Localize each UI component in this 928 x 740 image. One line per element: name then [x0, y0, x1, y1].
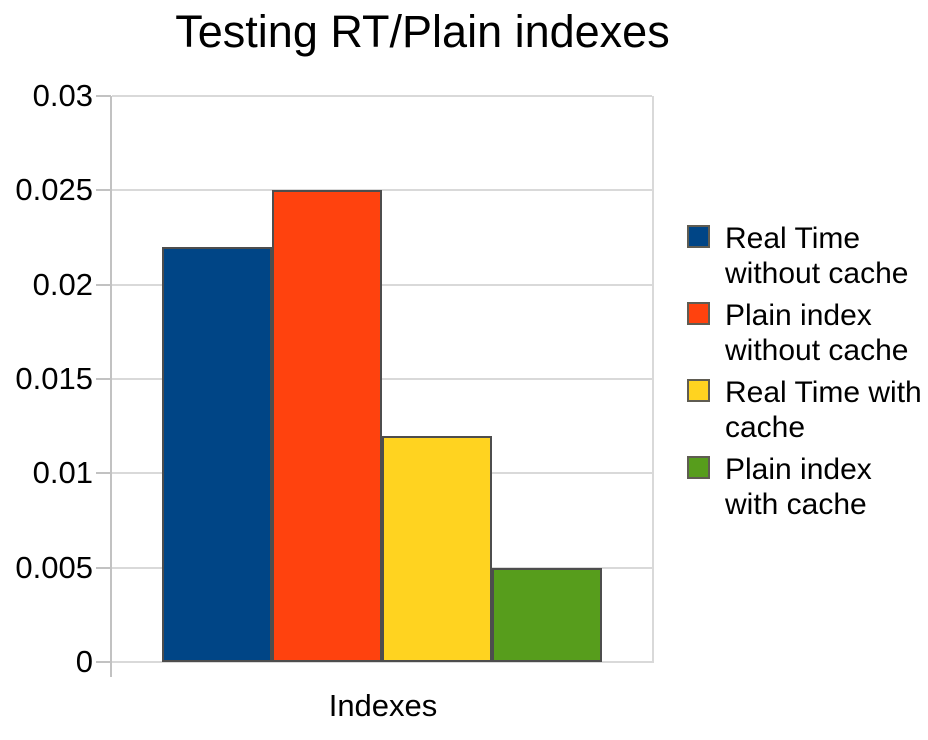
y-axis-tick	[96, 189, 111, 192]
y-axis-line	[110, 96, 112, 677]
bar	[162, 246, 272, 662]
y-tick-label: 0.025	[15, 172, 93, 208]
bar	[492, 567, 602, 662]
legend-label: Plain index without cache	[725, 299, 909, 367]
y-tick-label: 0	[75, 644, 93, 679]
legend-swatch	[687, 302, 710, 325]
gridline	[112, 661, 652, 663]
legend-entry: Real Time without cache	[687, 221, 927, 291]
y-axis-tick	[96, 472, 111, 475]
legend-swatch	[687, 456, 710, 479]
legend-entry: Plain index with cache	[687, 452, 927, 522]
y-tick-label: 0.005	[15, 549, 93, 585]
y-tick-label: 0.015	[15, 361, 93, 396]
bar	[272, 190, 382, 662]
gridline	[112, 95, 652, 97]
plot-right-border	[652, 96, 654, 663]
chart-title: Testing RT/Plain indexes	[175, 6, 670, 57]
legend-label: Real Time with cache	[725, 376, 922, 444]
legend-swatch	[687, 379, 710, 402]
y-axis-tick	[96, 566, 111, 569]
y-tick-label: 0.03	[32, 78, 93, 113]
y-tick-label: 0.02	[32, 266, 93, 302]
y-axis-tick	[96, 283, 111, 286]
y-axis-tick	[96, 95, 111, 97]
legend: Real Time without cache Plain index witho…	[687, 221, 927, 529]
bar	[382, 435, 492, 662]
gridline	[112, 378, 652, 380]
legend-entry: Real Time with cache	[687, 375, 927, 445]
gridline	[112, 283, 652, 286]
legend-entry: Plain index without cache	[687, 298, 927, 368]
y-axis-tick	[96, 378, 111, 380]
gridline	[112, 189, 652, 192]
x-axis-label: Indexes	[328, 688, 438, 723]
y-tick-label: 0.01	[32, 455, 93, 491]
legend-swatch	[687, 225, 710, 248]
legend-label: Real Time without cache	[725, 222, 909, 290]
legend-label: Plain index with cache	[725, 453, 872, 521]
y-axis-tick	[96, 661, 111, 663]
